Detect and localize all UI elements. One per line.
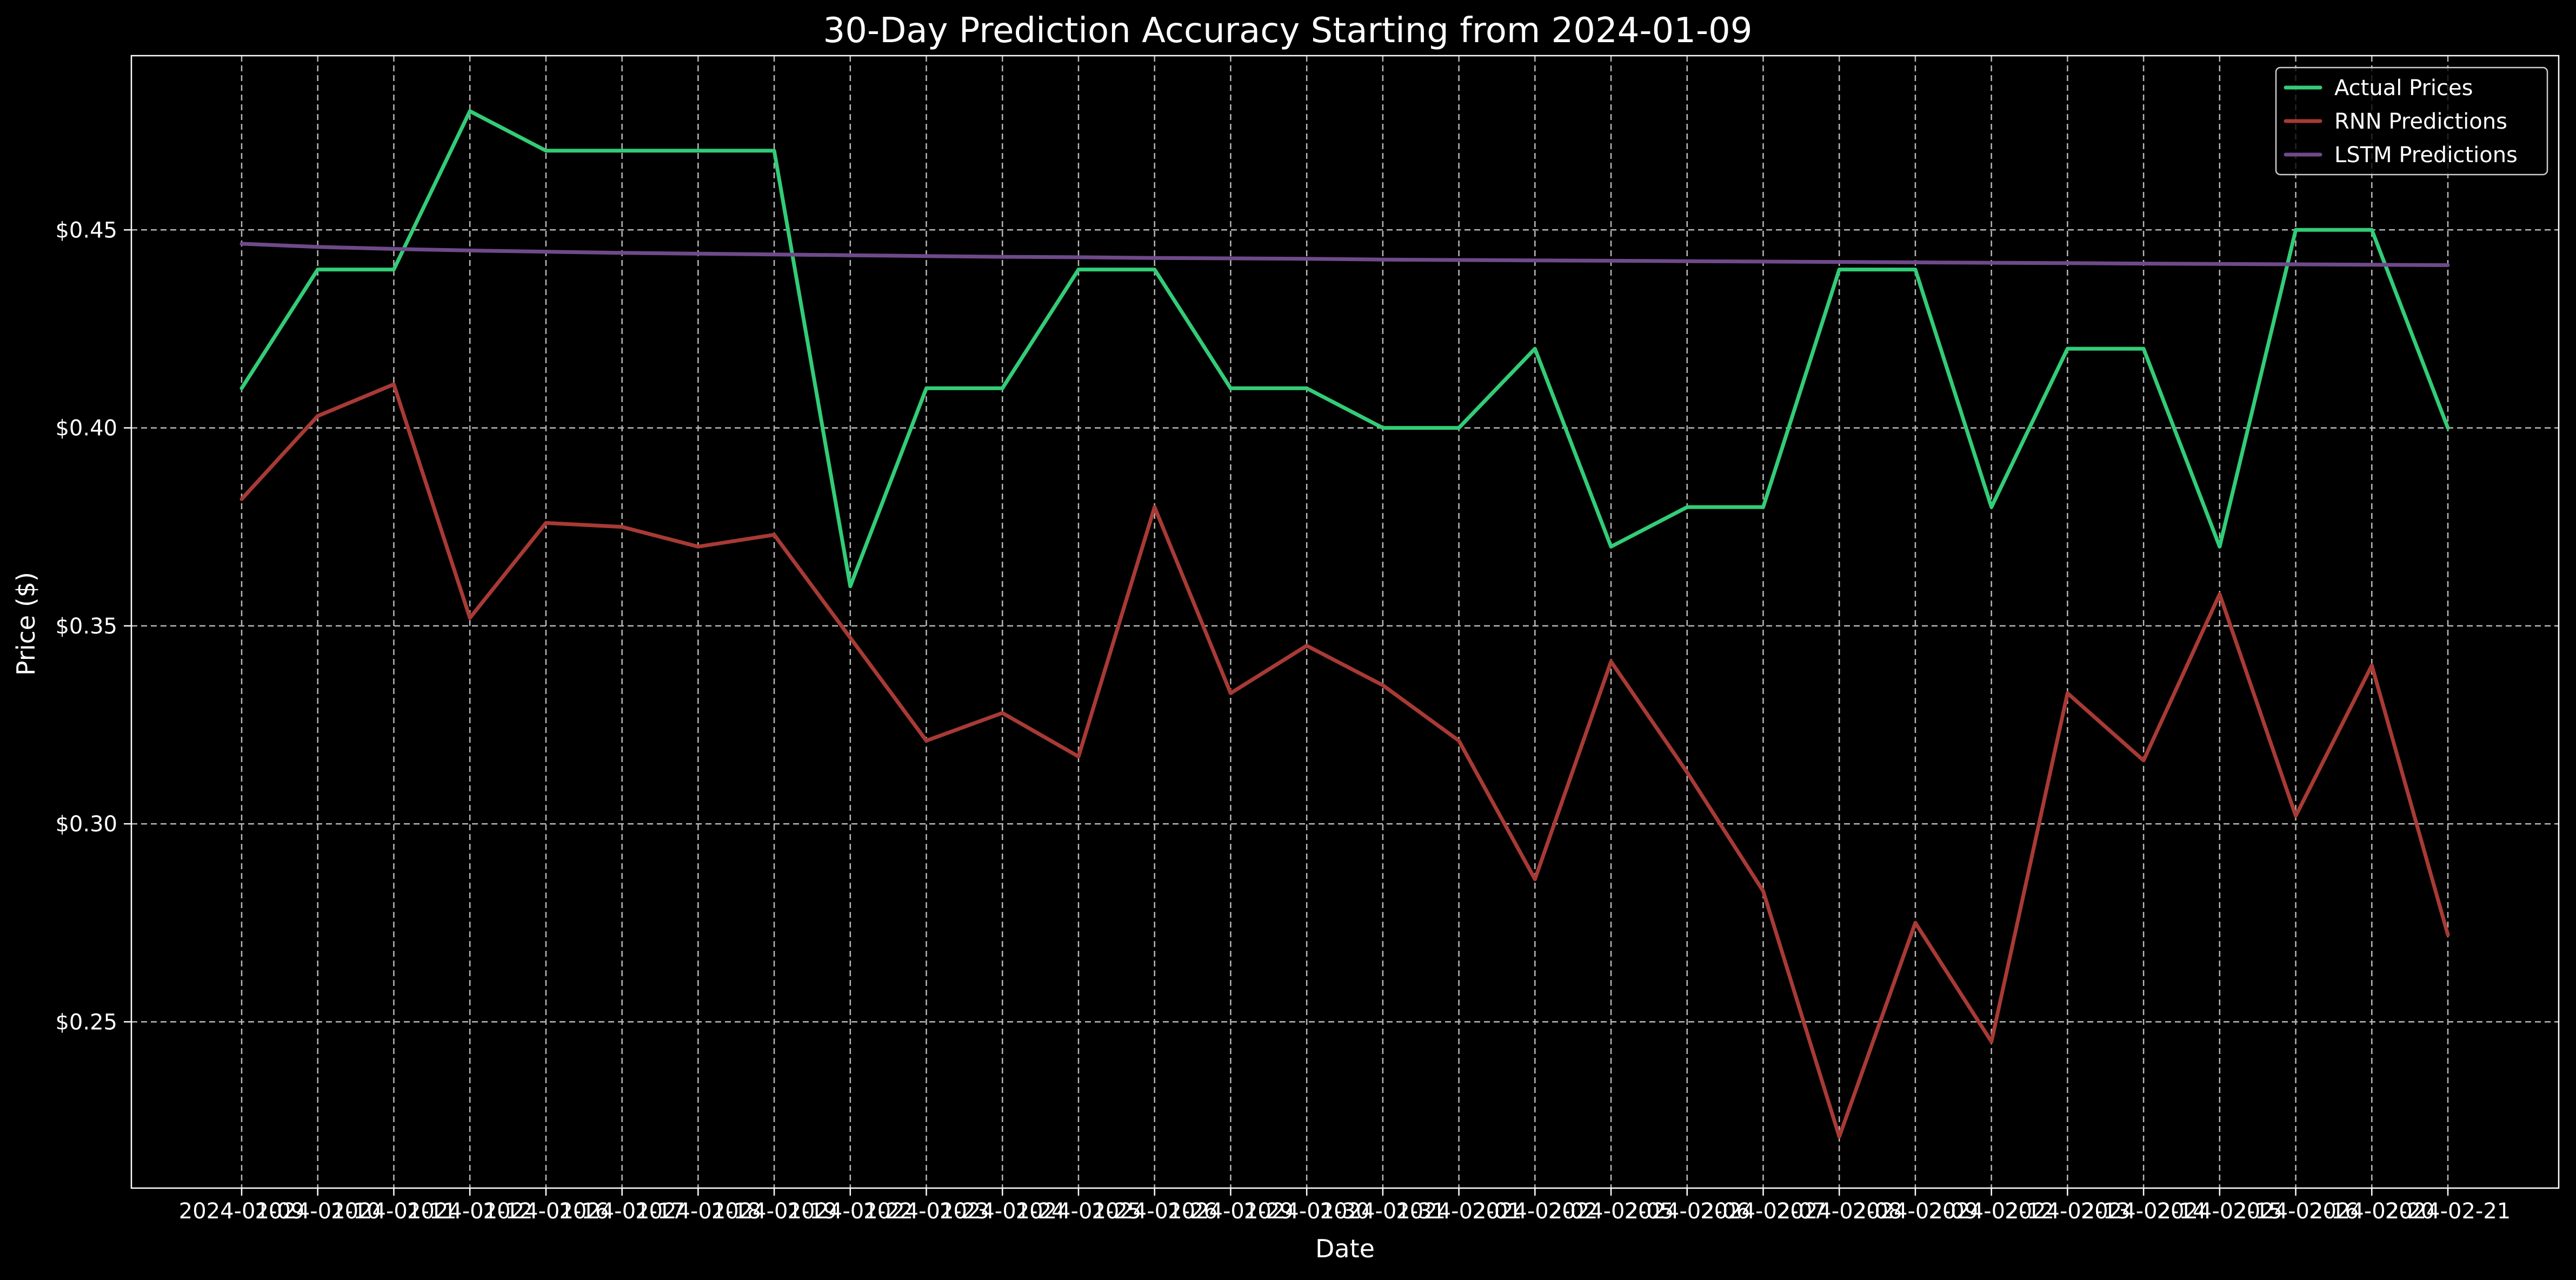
x-tick-label: 2024-01-22 (788, 1199, 913, 1224)
actual-prices-line (239, 109, 2450, 589)
x-tick-label: 2024-02-06 (1625, 1199, 1750, 1224)
y-tick-labels: $0.25 $0.30 $0.35 $0.40 $0.45 (55, 218, 117, 1035)
y-tick-label: $0.30 (55, 812, 117, 837)
x-tick-label: 2024-02-21 (2385, 1199, 2511, 1224)
y-tick-label: $0.25 (55, 1010, 117, 1035)
x-tick-label: 2024-02-02 (1472, 1199, 1597, 1224)
lstm-predictions-line (239, 242, 2450, 267)
legend-label-actual-prices: Actual Prices (2334, 76, 2473, 101)
x-tick-label: 2024-01-26 (1091, 1199, 1217, 1224)
x-tick-label: 2024-02-13 (2005, 1199, 2130, 1224)
y-tick-label: $0.40 (55, 416, 117, 441)
x-tick-label: 2024-01-09 (179, 1199, 304, 1224)
x-tick-label: 2024-02-20 (2309, 1199, 2434, 1224)
x-tick-label: 2024-02-14 (2081, 1199, 2206, 1224)
legend-label-rnn-predictions: RNN Predictions (2334, 109, 2507, 134)
x-tick-label: 2024-01-11 (331, 1199, 456, 1224)
x-tick-label: 2024-02-08 (1776, 1199, 1902, 1224)
legend-label-lstm-predictions: LSTM Predictions (2334, 143, 2518, 168)
x-tick-label: 2024-02-15 (2157, 1199, 2282, 1224)
legend-box (2275, 66, 2548, 176)
x-axis-label: Date (1315, 1234, 1375, 1263)
chart-title: 30-Day Prediction Accuracy Starting from… (823, 11, 1753, 51)
y-axis-label: Price ($) (11, 572, 41, 676)
x-tick-label: 2024-01-10 (255, 1199, 380, 1224)
x-tick-label: 2024-01-30 (1244, 1199, 1369, 1224)
legend: Actual Prices RNN Predictions LSTM Predict… (2275, 66, 2548, 176)
y-tick-label: $0.35 (55, 614, 117, 639)
axis-ticks (124, 229, 2449, 1196)
x-tick-label: 2024-02-16 (2233, 1199, 2358, 1224)
x-tick-label: 2024-02-07 (1700, 1199, 1826, 1224)
grid (131, 56, 2559, 1188)
x-tick-label: 2024-01-18 (635, 1199, 761, 1224)
x-tick-label: 2024-01-17 (559, 1199, 684, 1224)
y-tick-label: $0.45 (55, 218, 117, 243)
plot-frame (130, 55, 2560, 1189)
x-tick-label: 2024-01-23 (863, 1199, 989, 1224)
x-tick-label: 2024-01-29 (1168, 1199, 1293, 1224)
x-tick-label: 2024-02-09 (1853, 1199, 1978, 1224)
x-tick-label: 2024-01-31 (1320, 1199, 1446, 1224)
x-tick-label: 2024-01-16 (483, 1199, 609, 1224)
rnn-predictions-line (239, 382, 2450, 1139)
x-tick-label: 2024-01-25 (1016, 1199, 1141, 1224)
x-tick-label: 2024-02-12 (1928, 1199, 2054, 1224)
x-tick-label: 2024-02-05 (1548, 1199, 1674, 1224)
x-tick-label: 2024-02-01 (1396, 1199, 1521, 1224)
x-tick-label: 2024-01-12 (407, 1199, 532, 1224)
series-layer (239, 109, 2450, 1139)
x-tick-label: 2024-01-24 (940, 1199, 1065, 1224)
x-tick-label: 2024-01-19 (711, 1199, 837, 1224)
x-tick-labels: 2024-01-092024-01-102024-01-112024-01-12… (179, 1199, 2511, 1224)
